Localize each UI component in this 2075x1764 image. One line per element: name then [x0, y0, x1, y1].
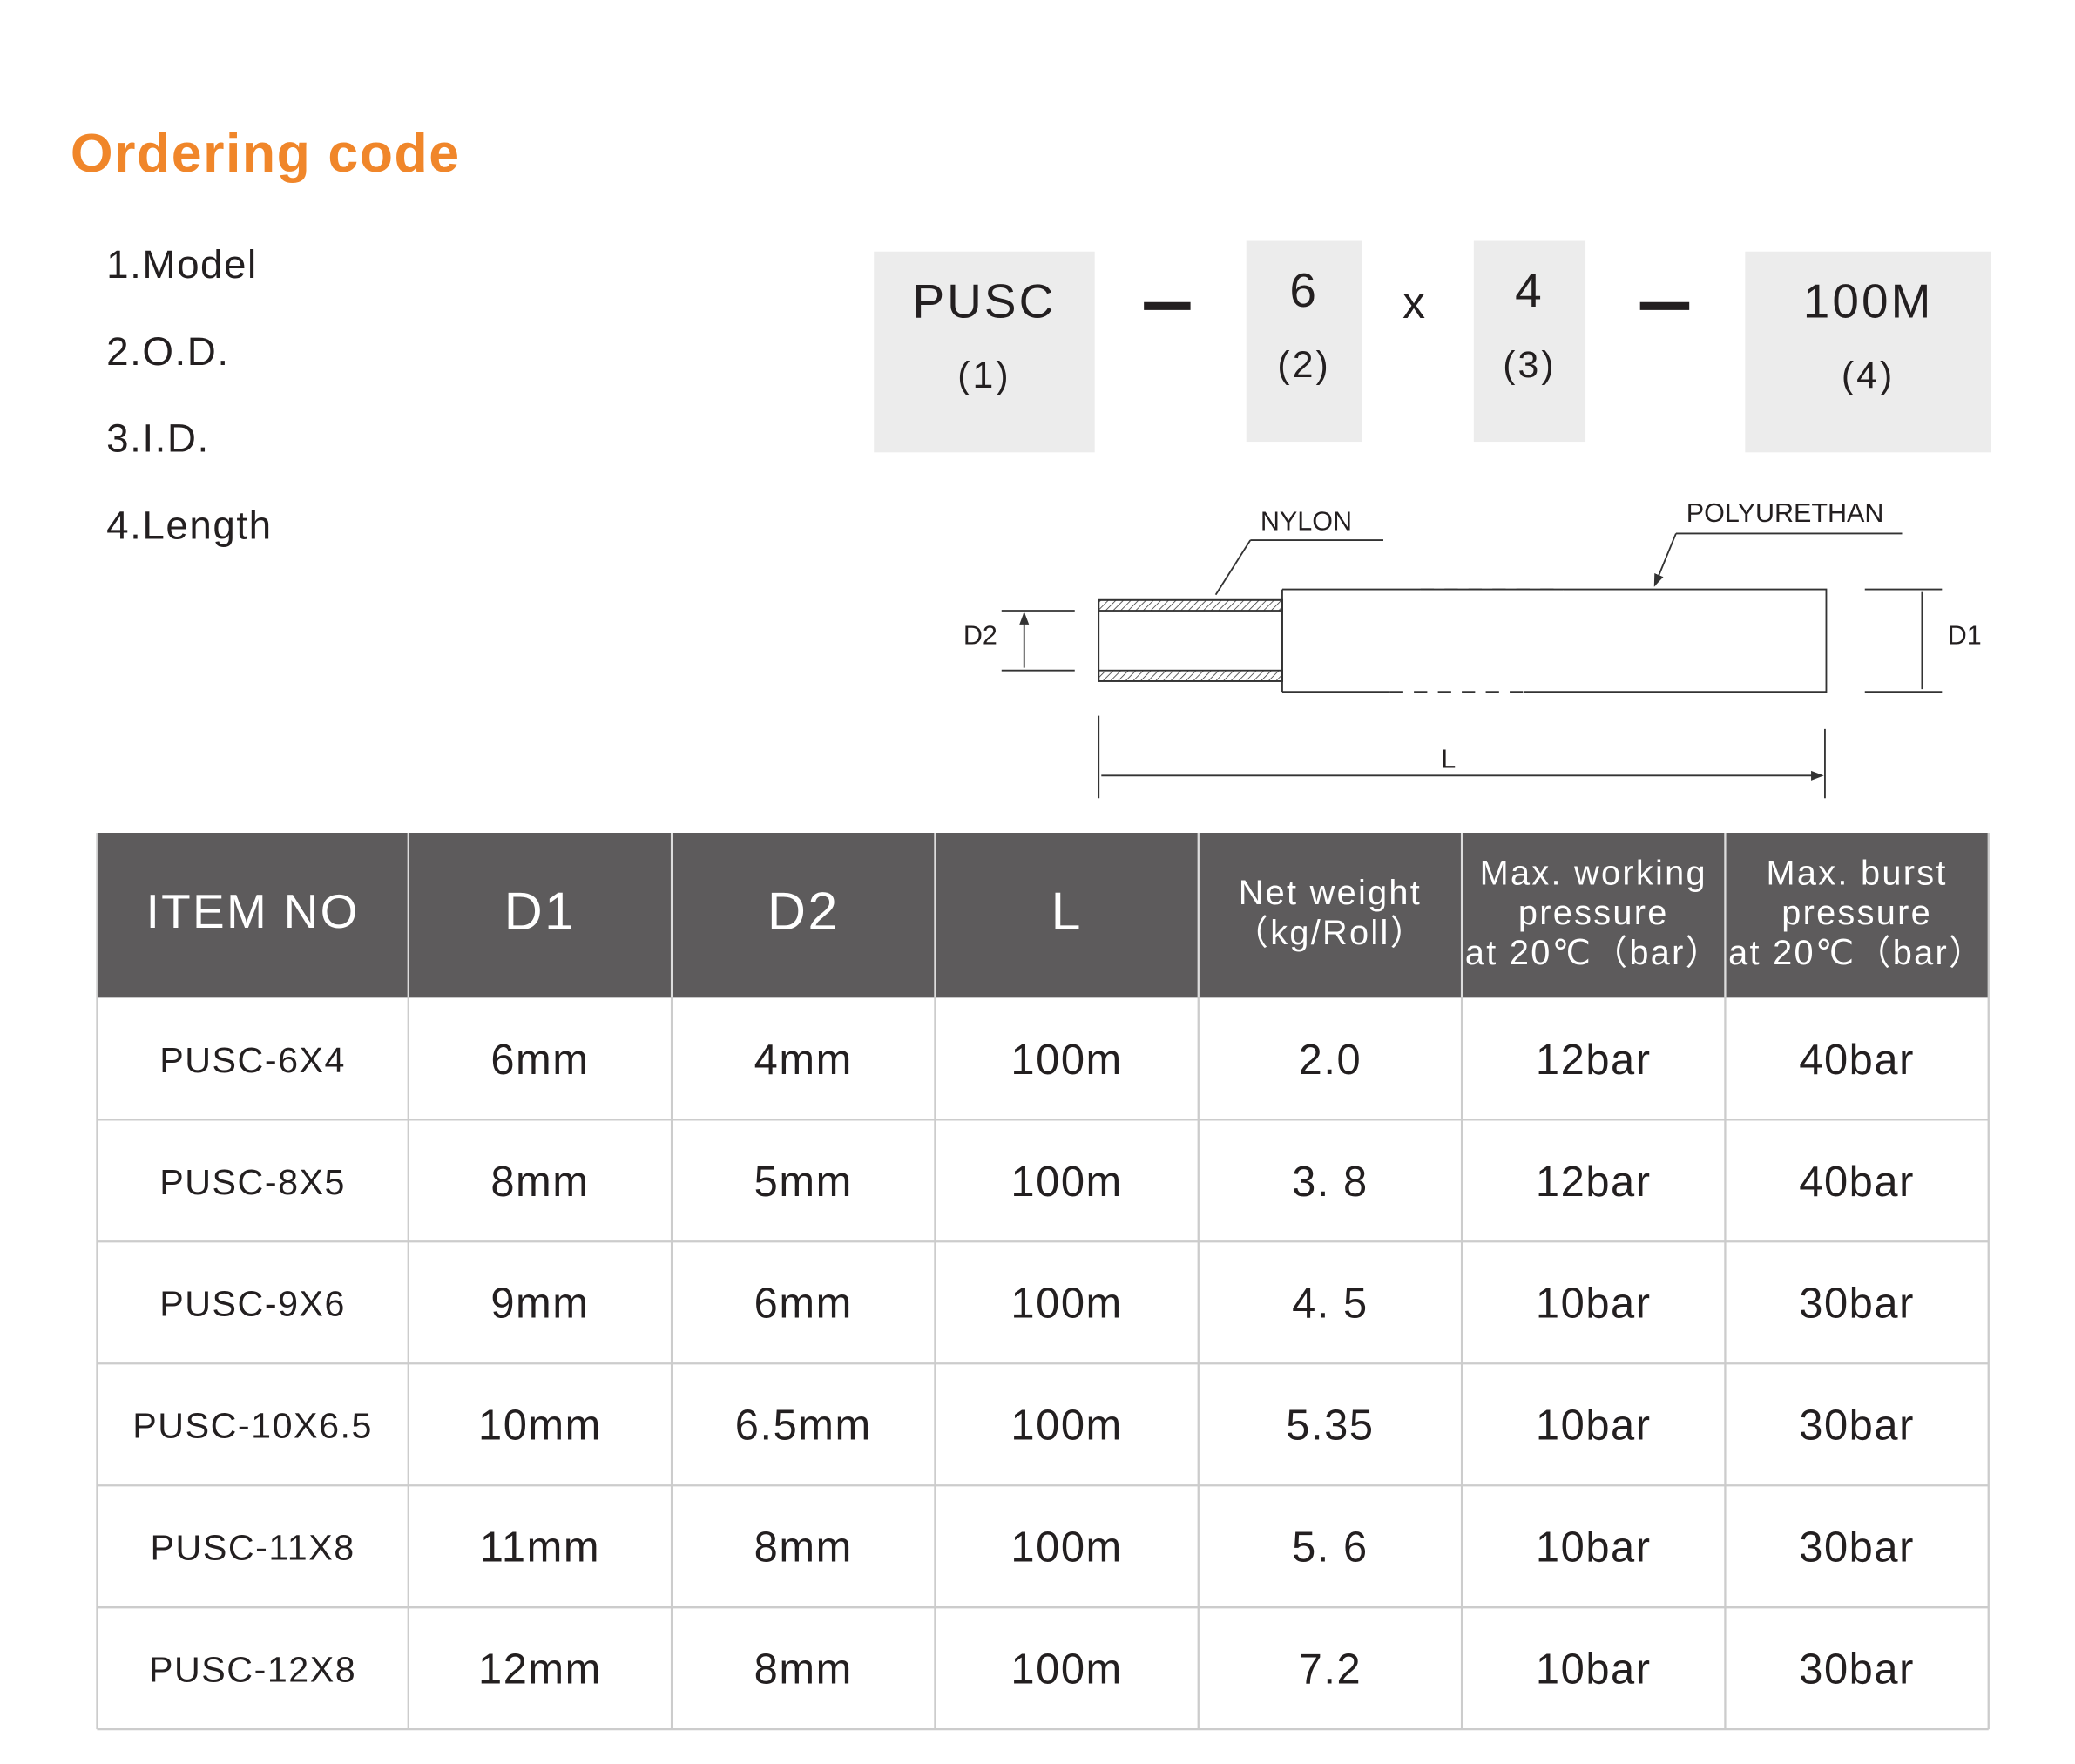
table-cell: 10bar	[1536, 1281, 1652, 1328]
header-cell: D1	[504, 882, 577, 941]
table-cell: 100m	[1010, 1402, 1122, 1450]
header-cell: Max. working	[1480, 854, 1707, 892]
header-cell: ITEM NO	[146, 884, 360, 938]
table-cell: 3. 8	[1292, 1159, 1369, 1206]
table-cell: 8mm	[490, 1159, 589, 1206]
nylon-label: NYLON	[1261, 506, 1352, 536]
table-cell: 30bar	[1799, 1402, 1915, 1450]
tube-drawing	[1001, 532, 1943, 799]
header-cell: D2	[767, 882, 840, 941]
table-cell: 6mm	[490, 1037, 589, 1084]
table-cell: 5mm	[754, 1159, 853, 1206]
code-part: 100M	[1803, 274, 1934, 328]
code-part: 6	[1289, 263, 1319, 317]
table-cell: 11mm	[480, 1524, 600, 1571]
model-item: 2.O.D.	[106, 329, 230, 374]
model-item: 4.Length	[106, 503, 272, 547]
code-part: 4	[1515, 263, 1544, 317]
header-cell: L	[1051, 882, 1082, 941]
table-cell: 30bar	[1799, 1281, 1915, 1328]
table-cell: PUSC-9X6	[159, 1284, 346, 1324]
model-item: 1.Model	[106, 242, 258, 287]
table-cell: 30bar	[1799, 1524, 1915, 1571]
table-cell: 6.5mm	[735, 1402, 872, 1450]
header-cell: pressure	[1781, 894, 1932, 932]
table-cell: 100m	[1010, 1159, 1122, 1206]
header-cell: Net weight	[1239, 874, 1422, 912]
table-cell: 10bar	[1536, 1524, 1652, 1571]
table-cell: 100m	[1010, 1524, 1122, 1571]
code-box	[874, 251, 1095, 453]
code-box	[1473, 240, 1586, 443]
table-cell: PUSC-11X8	[151, 1528, 355, 1568]
table-cell: 12bar	[1536, 1037, 1652, 1084]
table-cell: 5. 6	[1292, 1524, 1369, 1571]
model-item: 3.I.D.	[106, 416, 210, 461]
header-cell: pressure	[1518, 894, 1669, 932]
table-cell: 40bar	[1799, 1037, 1915, 1084]
table-cell: PUSC-12X8	[149, 1650, 356, 1690]
table-cell: 6mm	[754, 1281, 853, 1328]
code-index: (3)	[1503, 344, 1556, 386]
code-index: (2)	[1277, 344, 1330, 386]
table-cell: 9mm	[490, 1281, 589, 1328]
table-cell: PUSC-8X5	[159, 1162, 346, 1202]
table-cell: 12mm	[478, 1646, 602, 1693]
header-cell: （kg/Roll）	[1234, 914, 1426, 952]
table-cell: 100m	[1010, 1037, 1122, 1084]
table-cell: 100m	[1010, 1646, 1122, 1693]
header-cell: Max. burst	[1766, 854, 1947, 892]
table-cell: 8mm	[754, 1524, 853, 1571]
table-cell: 5.35	[1286, 1402, 1374, 1450]
d2-label: D2	[963, 621, 997, 651]
title: Ordering code	[71, 123, 461, 184]
table-cell: 4mm	[754, 1037, 853, 1084]
table-cell: 7.2	[1299, 1646, 1362, 1693]
table-cell: 8mm	[754, 1646, 853, 1693]
code-index: (4)	[1842, 355, 1895, 396]
separator: x	[1402, 278, 1425, 328]
table-cell: 100m	[1010, 1281, 1122, 1328]
code-box	[1745, 251, 1991, 453]
l-label: L	[1441, 745, 1456, 774]
code-box	[1246, 240, 1362, 443]
d1-label: D1	[1948, 621, 1982, 651]
table-cell: 4. 5	[1292, 1281, 1369, 1328]
table-header-bg	[97, 833, 1989, 998]
table-cell: 30bar	[1799, 1646, 1915, 1693]
pu-label: POLYURETHAN	[1686, 498, 1884, 528]
table-cell: 10mm	[478, 1402, 602, 1450]
table-cell: 10bar	[1536, 1402, 1652, 1450]
table-cell: 12bar	[1536, 1159, 1652, 1206]
code-part: PUSC	[912, 274, 1056, 328]
header-cell: at 20℃（bar）	[1728, 934, 1985, 972]
table-cell: 2.0	[1299, 1037, 1362, 1084]
header-cell: at 20℃（bar）	[1465, 934, 1722, 972]
table-cell: 40bar	[1799, 1159, 1915, 1206]
table-cell: PUSC-10X6.5	[132, 1406, 373, 1446]
table-cell: PUSC-6X4	[159, 1040, 346, 1080]
table-cell: 10bar	[1536, 1646, 1652, 1693]
code-index: (1)	[957, 355, 1010, 396]
